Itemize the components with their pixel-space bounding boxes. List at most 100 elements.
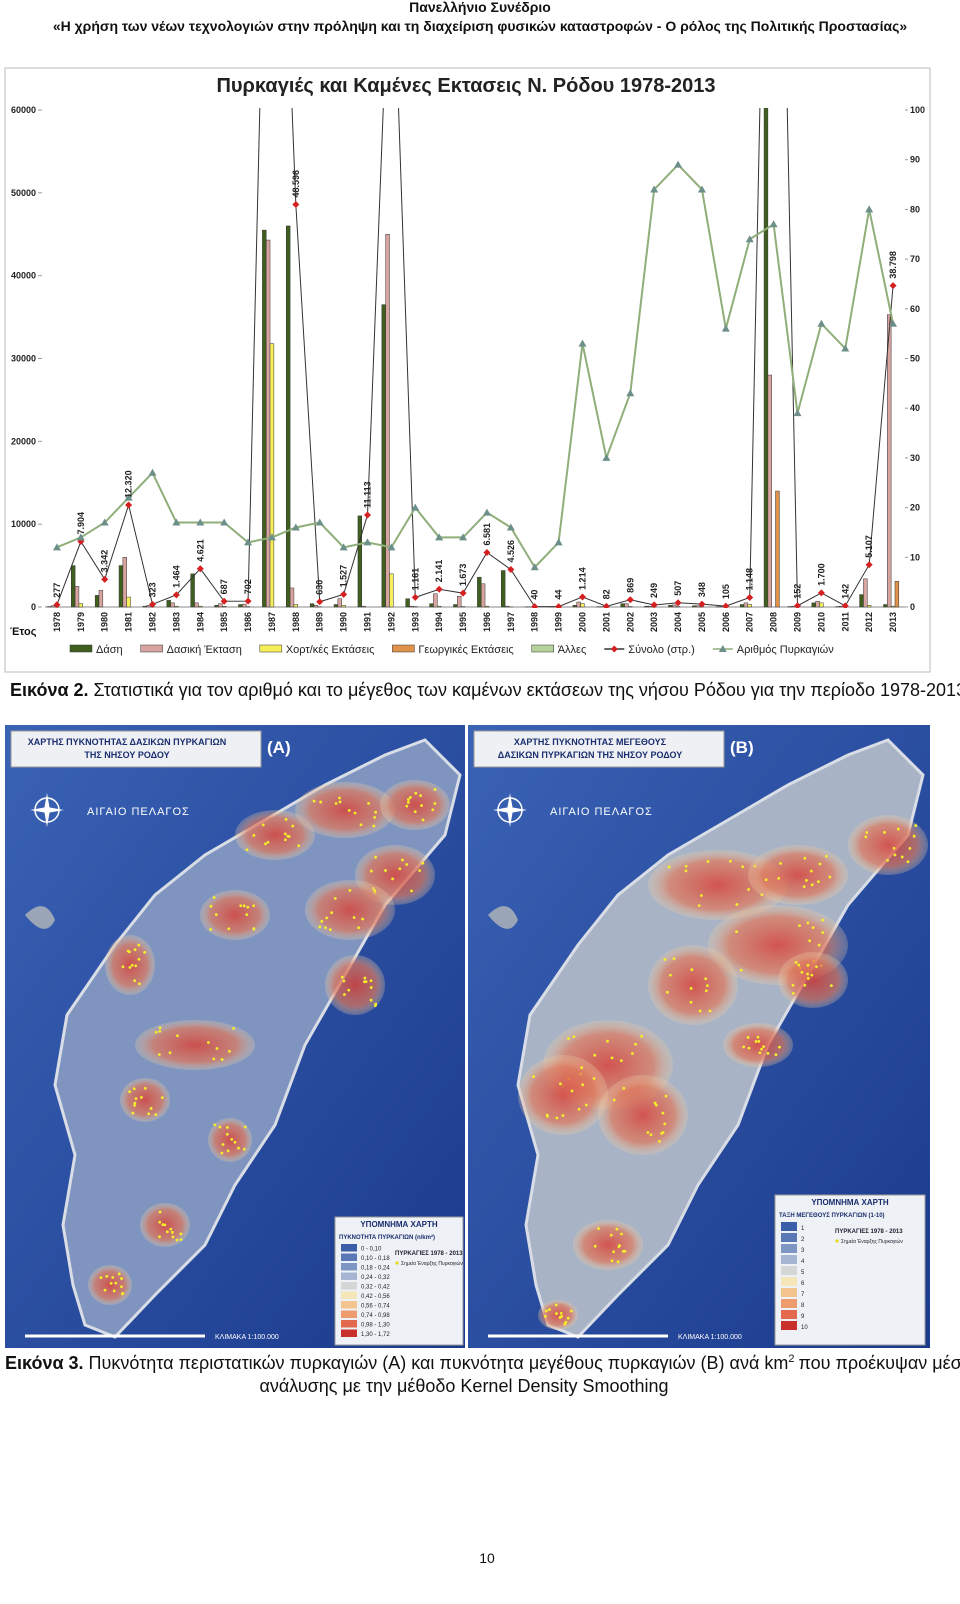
map-hotspot (380, 780, 450, 830)
map-fire-point (143, 950, 147, 954)
bar (74, 586, 80, 608)
line-marker (602, 602, 610, 608)
line-marker (244, 538, 253, 546)
line-marker (340, 590, 348, 598)
y2-tick-label: 60 (910, 304, 920, 314)
map-fire-point (593, 1053, 597, 1057)
line-marker (124, 493, 133, 501)
map-fire-point (810, 883, 814, 887)
map-fire-point (225, 1132, 229, 1136)
map-fire-point (824, 854, 828, 858)
map-legend-label: 1 (801, 1226, 805, 1232)
map-fire-point (572, 1035, 576, 1039)
map-legend-label: 8 (801, 1303, 805, 1309)
map-fire-point (252, 927, 256, 931)
map-fire-point (338, 800, 342, 804)
legend-label: Αριθμός Πυρκαγιών (737, 644, 834, 656)
map-fire-point (154, 1030, 158, 1034)
data-label: 4.526 (506, 540, 516, 563)
bar (333, 604, 339, 608)
map-fire-point (363, 976, 367, 980)
data-label: 105 (721, 584, 731, 599)
bar (815, 600, 820, 608)
map-fire-point (640, 1034, 644, 1038)
bar (433, 593, 438, 608)
map-fire-point (372, 824, 376, 828)
map-fire-point (407, 798, 410, 801)
map-fire-point (359, 823, 363, 827)
line-marker (889, 282, 897, 290)
line-marker (889, 319, 898, 327)
data-label: 702 (243, 579, 253, 594)
map-fire-point (433, 788, 437, 791)
bar (576, 601, 581, 608)
line-marker (220, 518, 229, 526)
compass-star (30, 793, 64, 827)
map-fire-point (742, 1045, 746, 1049)
series-line (56, 108, 894, 608)
map-fire-point (348, 888, 352, 892)
map-fire-point (158, 1220, 162, 1224)
map-hotspot (105, 935, 155, 995)
line-marker (602, 453, 611, 461)
bar (763, 108, 769, 608)
map-fire-point (805, 879, 808, 882)
map-fire-point (243, 1125, 247, 1129)
map-panel-label: (A) (267, 738, 291, 757)
x-axis-label: Έτος (10, 626, 37, 638)
x-tick-label: 1984 (195, 612, 205, 632)
bar (405, 598, 410, 608)
map-fire-point (137, 957, 141, 961)
line-marker (267, 533, 276, 541)
legend-label: Χορτ/κές Εκτάσεις (286, 644, 375, 656)
map-hotspot (538, 1300, 578, 1330)
line-marker (196, 565, 204, 573)
bar (309, 603, 315, 608)
map-fire-point (779, 861, 782, 865)
line-marker (650, 185, 659, 193)
map-fire-point (818, 862, 822, 866)
map-fire-point (705, 984, 709, 988)
map-fire-point (559, 1311, 563, 1315)
map-fire-point (133, 948, 137, 952)
map-legend-swatch (341, 1301, 357, 1309)
map-fire-point (886, 859, 889, 862)
map-fire-point (778, 1045, 781, 1049)
line-marker (172, 518, 181, 526)
bar (743, 602, 749, 608)
y2-tick-label: 70 (910, 254, 920, 264)
map-hotspot (848, 815, 928, 875)
map-fire-point (653, 1101, 657, 1105)
x-tick-label: 2003 (649, 612, 659, 632)
bar (118, 565, 124, 608)
map-points-title: ΠΥΡΚΑΓΙΕΣ 1978 - 2013 (835, 1229, 903, 1235)
map-fire-point (689, 1000, 693, 1004)
bar (863, 578, 868, 608)
x-tick-label: 1991 (363, 612, 373, 632)
line-marker (841, 602, 849, 608)
bar (174, 605, 179, 608)
map-fire-point (806, 921, 810, 925)
map-fire-point (242, 904, 246, 908)
map-fire-point (803, 983, 807, 987)
bar (747, 604, 752, 608)
map-hotspot (648, 945, 738, 1025)
map-legend-swatch (341, 1244, 357, 1252)
map-fire-point (157, 1053, 161, 1056)
map-legend-swatch (341, 1272, 357, 1280)
map-fire-point (561, 1114, 565, 1117)
line-marker (411, 593, 419, 601)
x-tick-label: 1988 (291, 612, 301, 632)
map-hotspot (305, 880, 395, 940)
map-fire-point (179, 1232, 183, 1236)
line-marker (506, 523, 515, 531)
map-fire-point (221, 1143, 225, 1146)
map-fire-point (610, 1056, 614, 1060)
bar (572, 605, 578, 608)
map-fire-point (121, 965, 125, 969)
map-fire-point (555, 1116, 559, 1120)
map-fire-point (374, 810, 378, 814)
map-fire-point (347, 988, 351, 992)
bar (620, 603, 625, 608)
line-marker (674, 160, 683, 168)
